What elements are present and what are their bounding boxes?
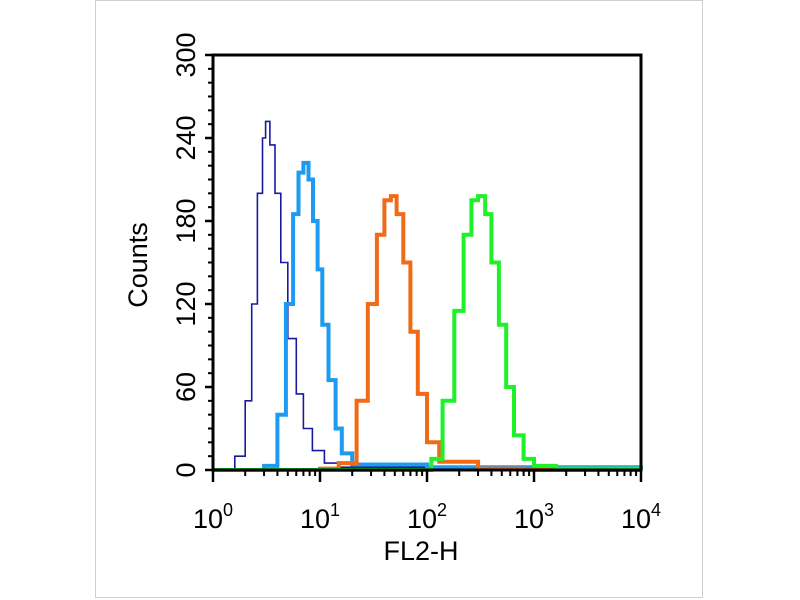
y-tick-label-180: 180 xyxy=(171,198,201,243)
y-tick-label-300: 300 xyxy=(171,32,201,77)
series-line-4 xyxy=(213,194,643,472)
x-axis-label: FL2-H xyxy=(383,536,458,566)
y-axis-label: Counts xyxy=(123,222,153,308)
y-tick-label-0: 0 xyxy=(171,462,201,477)
y-tick-label-60: 60 xyxy=(171,372,201,402)
y-tick-label-240: 240 xyxy=(171,115,201,160)
figure-frame xyxy=(95,0,703,598)
series-line-1 xyxy=(213,120,642,471)
y-tick-label-120: 120 xyxy=(171,281,201,326)
x-tick-label-100: 102 xyxy=(407,500,447,534)
series-line-2 xyxy=(213,160,643,472)
x-tick-label-1000: 103 xyxy=(514,500,554,534)
x-tick-label-10000: 104 xyxy=(621,500,661,534)
x-tick-label-10: 101 xyxy=(300,500,340,534)
x-tick-label-1: 100 xyxy=(193,500,233,534)
